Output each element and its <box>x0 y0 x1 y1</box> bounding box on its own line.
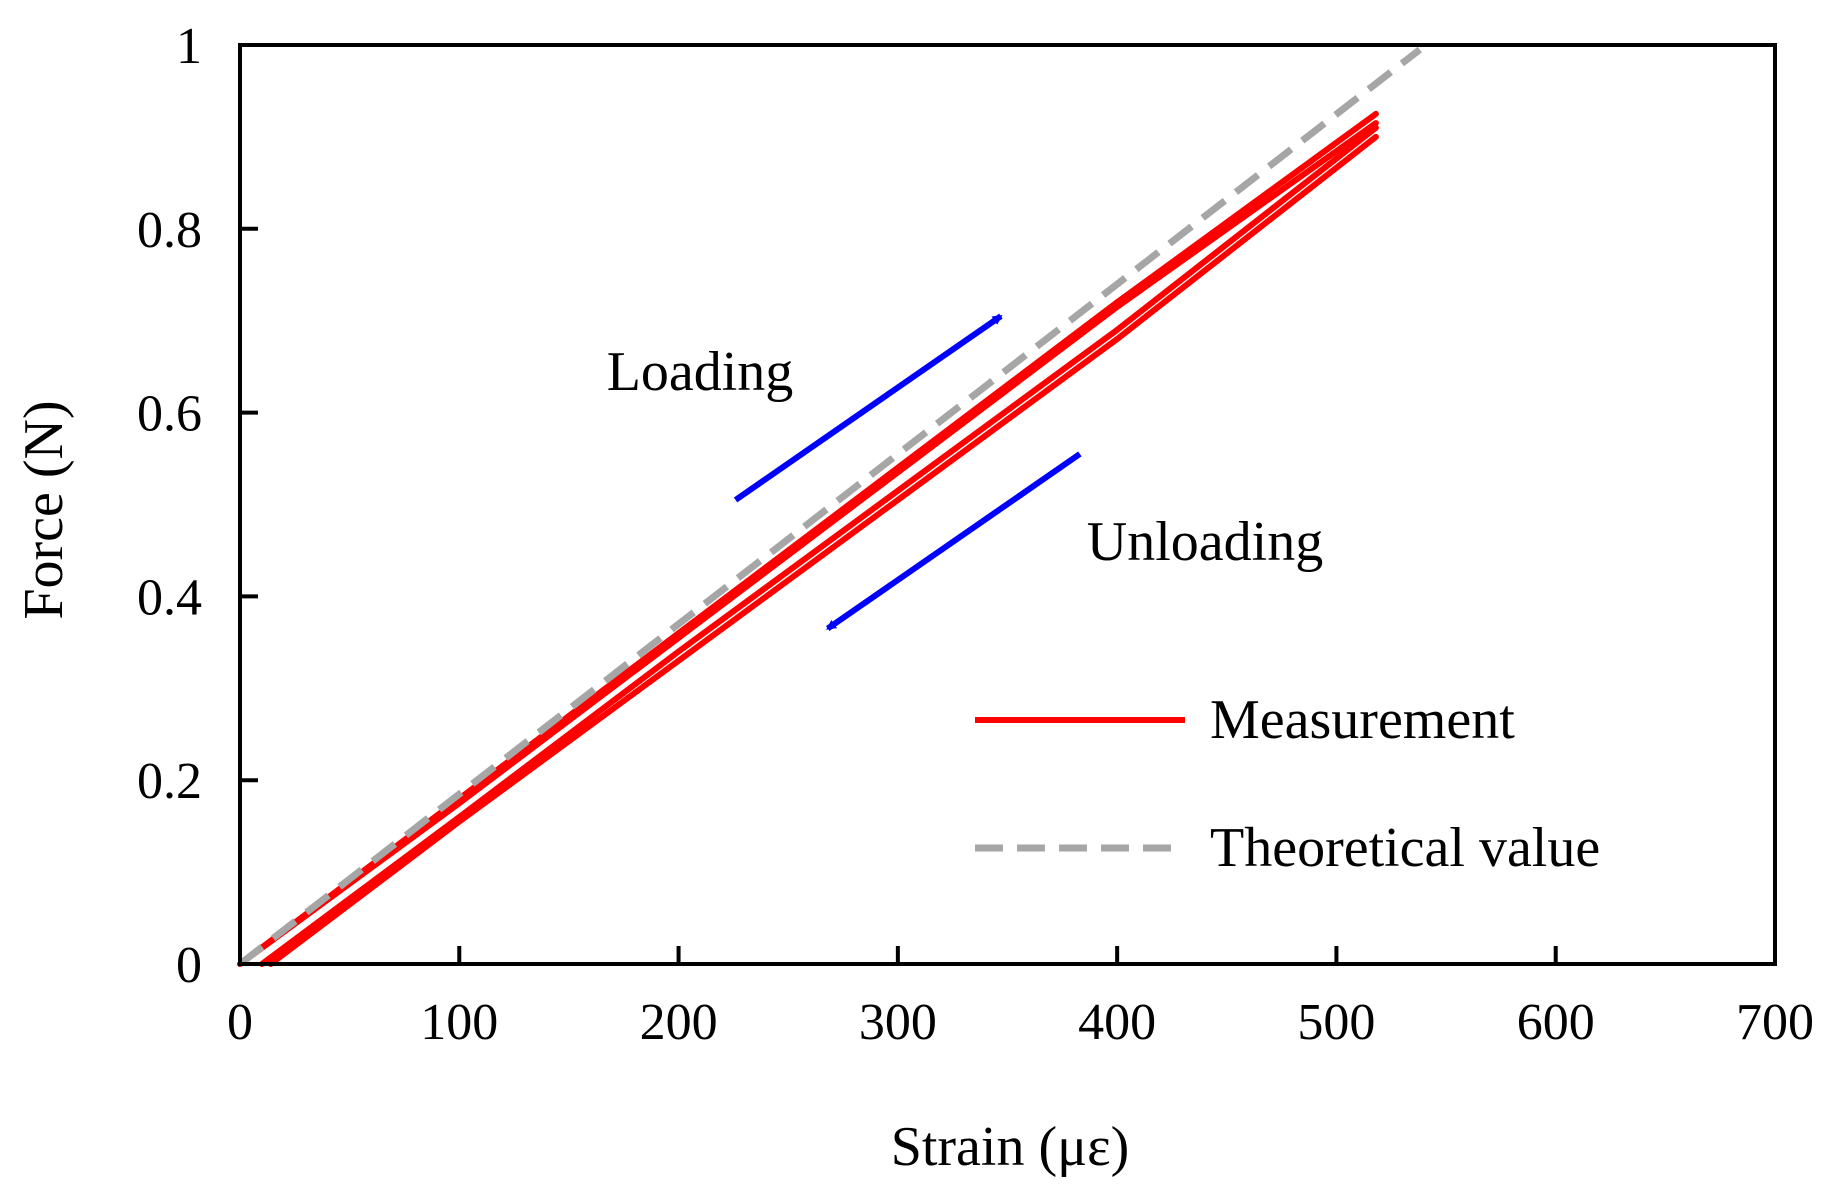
y-tick-label: 0.2 <box>137 753 202 810</box>
x-tick-label: 300 <box>859 994 937 1051</box>
measurement-unloading-line-2 <box>267 133 1379 967</box>
legend: Measurement Theoretical value <box>975 689 1600 879</box>
plot-frame <box>238 43 1777 966</box>
x-tick-label: 400 <box>1078 994 1156 1051</box>
x-tick-label: 100 <box>420 994 498 1051</box>
x-tick-label: 700 <box>1736 994 1814 1051</box>
annotations-layer: Loading Unloading <box>607 313 1323 632</box>
loading-label: Loading <box>607 341 794 403</box>
legend-theoretical-value-label: Theoretical value <box>1210 817 1600 879</box>
x-tick-label: 0 <box>227 994 253 1051</box>
x-tick-label: 500 <box>1297 994 1375 1051</box>
y-axis-title: Force (N) <box>13 400 75 619</box>
loading-arrow <box>733 313 1003 503</box>
measurement-loading-line-2 <box>237 120 1379 967</box>
y-tick-label: 0.8 <box>137 202 202 259</box>
plot-data-layer <box>237 46 1422 967</box>
y-tick-label: 0.6 <box>137 386 202 443</box>
x-tick-label: 600 <box>1517 994 1595 1051</box>
x-axis-title: Strain (με) <box>891 1116 1130 1178</box>
legend-measurement-label: Measurement <box>1210 689 1515 751</box>
y-tick-label: 0 <box>176 937 202 994</box>
theoretical-value-line <box>237 46 1422 967</box>
y-tick-label: 1 <box>176 18 202 75</box>
unloading-arrow <box>825 451 1082 632</box>
x-tick-label: 200 <box>640 994 718 1051</box>
y-tick-label: 0.4 <box>137 569 202 626</box>
measurement-unloading-line-1 <box>258 124 1379 967</box>
unloading-label: Unloading <box>1087 511 1323 573</box>
axes-layer: 0 100 200 300 400 500 600 700 0 0.2 0.4 0.6 0.8 1 <box>137 18 1814 1051</box>
